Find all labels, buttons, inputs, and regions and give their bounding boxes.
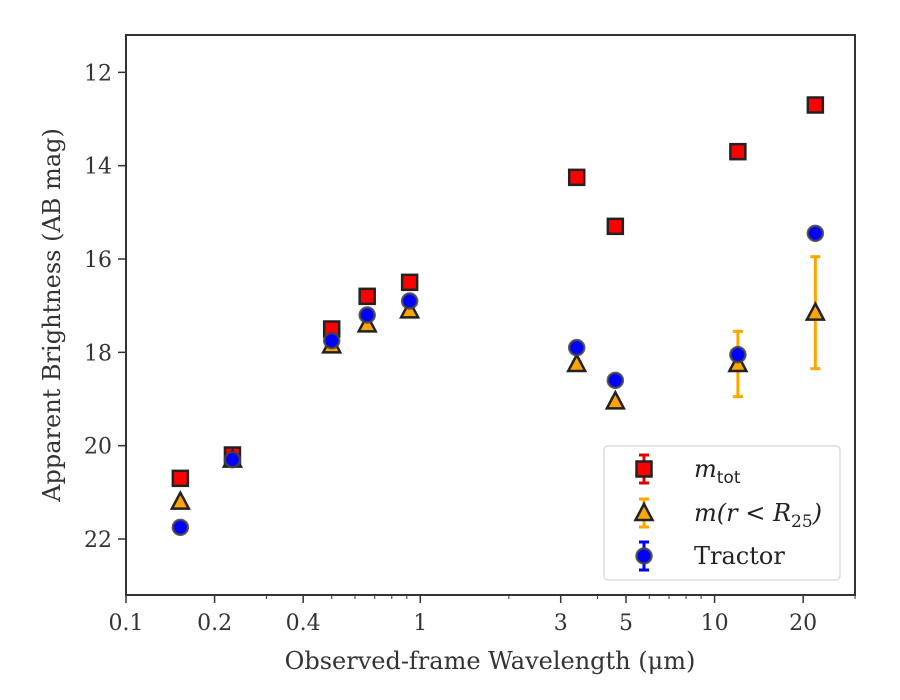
data-markers <box>169 96 826 537</box>
x-axis-title: Observed-frame Wavelength (μm) <box>285 647 696 675</box>
y-tick-label: 22 <box>84 528 112 553</box>
legend-box <box>603 445 841 581</box>
legend-circle-marker <box>635 547 653 565</box>
legend-label: Tractor <box>694 542 785 570</box>
square-marker <box>606 217 625 236</box>
y-tick-label: 20 <box>84 435 112 460</box>
legend-label: mtot <box>694 455 741 488</box>
x-tick-label: 10 <box>701 611 729 636</box>
square-marker <box>358 287 376 306</box>
x-tick-label: 5 <box>619 611 633 636</box>
y-tick-label: 12 <box>84 61 112 86</box>
circle-marker <box>358 306 376 324</box>
x-tick-label: 0.1 <box>109 611 144 636</box>
x-tick-label: 20 <box>789 611 817 636</box>
circle-marker <box>322 331 341 350</box>
circle-marker <box>171 518 190 537</box>
x-tick-label: 1 <box>413 611 427 636</box>
circle-marker <box>806 224 825 243</box>
triangle-marker <box>169 490 191 510</box>
triangle-marker <box>566 352 588 373</box>
x-tick-label: 0.4 <box>286 611 321 636</box>
y-tick-label: 14 <box>84 155 112 180</box>
y-axis: 12 14 16 18 20 22 <box>84 61 126 553</box>
legend-triangle-marker <box>633 501 655 522</box>
triangle-marker <box>804 301 826 321</box>
y-tick-label: 18 <box>84 341 112 366</box>
square-marker <box>806 96 825 114</box>
legend-square-marker <box>635 460 653 478</box>
x-tick-label: 0.2 <box>197 611 232 636</box>
square-marker <box>729 142 747 161</box>
x-tick-label: 3 <box>554 611 568 636</box>
square-marker <box>567 168 586 187</box>
circle-marker <box>729 345 747 364</box>
square-marker <box>171 469 190 488</box>
circle-marker <box>223 450 242 469</box>
triangle-marker <box>604 389 626 410</box>
circle-marker <box>606 371 625 390</box>
square-marker <box>400 273 419 292</box>
legend-label: m(r < R25) <box>694 499 822 532</box>
y-axis-title: Apparent Brightness (AB mag) <box>38 128 66 503</box>
circle-marker <box>400 292 419 310</box>
x-axis: 0.1 0.2 0.4 1 3 5 10 20 <box>109 595 856 636</box>
circle-marker <box>567 338 586 357</box>
legend: mtot m(r < R25) Tractor <box>603 445 841 581</box>
y-tick-label: 16 <box>84 248 112 273</box>
